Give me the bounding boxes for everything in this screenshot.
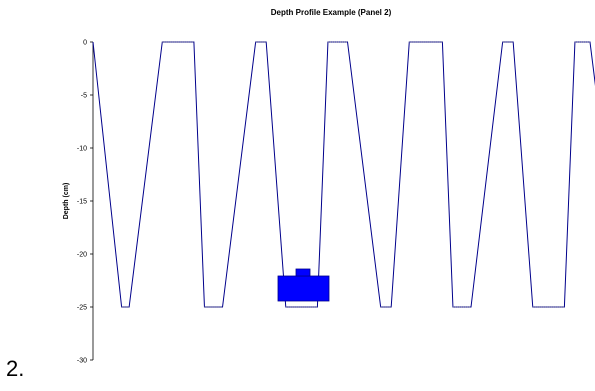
y-tick-label: -10	[77, 146, 87, 153]
y-tick-label: -25	[77, 305, 87, 312]
chart-title: Depth Profile Example (Panel 2)	[271, 8, 392, 17]
y-tick-label: -30	[77, 358, 87, 365]
y-tick-label: -20	[77, 252, 87, 259]
y-axis-label: Depth (cm)	[63, 183, 70, 220]
y-axis: 0 -5 -10 -15 -20 -25 -30	[77, 40, 94, 365]
blue-block-cap	[295, 268, 311, 277]
page-number: 2.	[6, 356, 25, 381]
y-tick-label: 0	[83, 40, 87, 47]
y-tick-label: -5	[81, 93, 87, 100]
y-tick-label: -15	[77, 199, 87, 206]
series-line	[92, 41, 595, 308]
blue-block-base	[277, 275, 330, 302]
marker-group	[277, 268, 330, 302]
series-group	[92, 41, 595, 308]
